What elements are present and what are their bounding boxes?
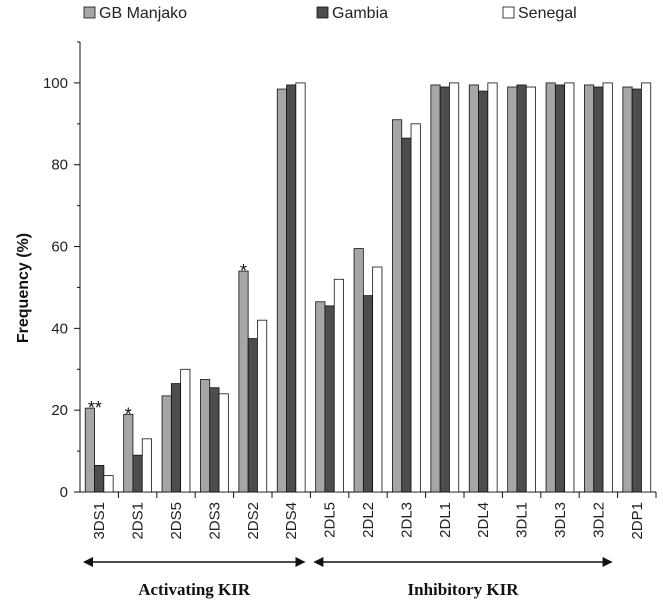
y-tick-label: 0: [60, 484, 68, 501]
bar-gb-manjako-3dl2: [584, 84, 595, 493]
bar-senegal-2ds2: [257, 319, 268, 493]
bar-senegal-3dl2: [602, 82, 613, 493]
bar-senegal-3dl1: [525, 86, 536, 493]
bar-gambia-2dl5: [324, 305, 335, 493]
x-tick-label-2dl1: 2DL1: [437, 502, 454, 538]
bar-gambia-2ds1: [132, 454, 143, 493]
bar-gambia-2dl4: [478, 90, 489, 493]
x-tick-label-2dl5: 2DL5: [322, 502, 339, 538]
bar-gb-manjako-2ds3: [200, 379, 211, 493]
x-tick-label-3ds1: 3DS1: [91, 502, 108, 540]
bars: [84, 82, 652, 493]
legend-label-senegal: Senegal: [518, 5, 577, 22]
bar-gambia-2dp1: [631, 88, 642, 493]
group-arrows: Activating KIR Inhibitory KIR: [83, 557, 613, 599]
bar-gambia-2dl3: [401, 137, 412, 493]
bar-senegal-2ds4: [295, 82, 306, 493]
group-label-activating-kir: Activating KIR: [138, 580, 251, 599]
x-tick-label-2ds5: 2DS5: [168, 502, 185, 540]
y-axis-label: Frequency (%): [15, 233, 32, 343]
y-tick-label: 40: [51, 320, 68, 337]
bar-gambia-2dl2: [362, 295, 374, 493]
legend-label-gb-manjako: GB Manjako: [99, 5, 187, 22]
bar-gambia-3ds1: [94, 465, 105, 493]
bar-gambia-2ds4: [286, 84, 297, 493]
bar-gb-manjako-2ds4: [276, 88, 287, 493]
bar-gambia-2ds3: [209, 387, 220, 493]
x-tick-label-3dl1: 3DL1: [514, 502, 531, 538]
legend-label-gambia: Gambia: [332, 5, 388, 22]
bar-senegal-2ds5: [180, 368, 191, 493]
bar-senegal-2dl5: [333, 278, 344, 493]
bar-senegal-2ds3: [218, 393, 229, 493]
y-tick-label: 100: [43, 75, 68, 92]
x-tick-label-3dl2: 3DL2: [590, 502, 607, 538]
bar-gb-manjako-3dl3: [545, 82, 556, 493]
x-tick-label-2ds4: 2DS4: [283, 502, 300, 540]
bar-senegal-3dl3: [564, 82, 575, 493]
bar-gb-manjako-3ds1: [84, 407, 95, 493]
x-tick-label-2dl3: 2DL3: [398, 502, 415, 538]
x-tick-label-2ds1: 2DS1: [130, 502, 147, 540]
legend-swatch-gambia: [316, 6, 329, 19]
bar-gb-manjako-2dl5: [315, 301, 326, 493]
bar-senegal-2ds1: [141, 438, 152, 493]
bar-gb-manjako-2ds2: [238, 270, 249, 493]
bar-gambia-2ds2: [247, 338, 258, 493]
bar-senegal-3ds1: [103, 475, 114, 493]
significance-mark-2ds1: *: [125, 404, 132, 424]
x-tick-label-2ds2: 2DS2: [245, 502, 262, 540]
x-tick-label-2dp1: 2DP1: [629, 502, 646, 540]
bar-gb-manjako-2dl3: [392, 119, 403, 493]
y-tick-label: 80: [51, 157, 68, 174]
bar-gb-manjako-2dl1: [430, 84, 441, 493]
bar-gambia-2dl1: [439, 86, 450, 493]
x-tick-label-2ds3: 2DS3: [206, 502, 223, 540]
legend-swatch-gb-manjako: [83, 6, 96, 19]
x-tick-label-3dl3: 3DL3: [552, 502, 569, 538]
legend-swatch-senegal: [502, 6, 515, 19]
bar-gambia-3dl2: [593, 86, 604, 493]
x-tick-label-2dl4: 2DL4: [475, 502, 492, 538]
annotations: ** **: [88, 261, 247, 424]
bar-gb-manjako-2ds1: [123, 413, 134, 493]
bar-gb-manjako-2dp1: [622, 86, 633, 493]
bar-gb-manjako-2dl4: [468, 84, 479, 493]
group-label-inhibitory-kir: Inhibitory KIR: [408, 580, 520, 599]
x-tick-label-2dl2: 2DL2: [360, 502, 377, 538]
bar-senegal-2dl4: [487, 82, 498, 493]
bar-gb-manjako-2ds5: [161, 395, 172, 493]
legend: GB Manjako Gambia Senegal: [83, 5, 577, 22]
bar-gb-manjako-2dl2: [353, 248, 364, 493]
y-tick-label: 60: [51, 239, 68, 256]
axes: 0 20 40 60 80 100 3DS1 2DS1 2DS5 2DS3 2DS2 2DS4 2DL5…: [43, 41, 657, 540]
bar-gambia-3dl1: [516, 84, 527, 493]
bar-senegal-2dp1: [641, 82, 652, 493]
significance-mark-3ds1: **: [88, 398, 102, 418]
bar-senegal-2dl2: [372, 266, 383, 493]
significance-mark-2ds2: *: [240, 261, 247, 281]
bar-senegal-2dl1: [449, 82, 460, 493]
bar-gb-manjako-3dl1: [507, 86, 518, 493]
y-tick-label: 20: [51, 402, 68, 419]
bar-gambia-3dl3: [554, 84, 566, 493]
bar-gambia-2ds5: [170, 383, 182, 493]
bar-senegal-2dl3: [410, 123, 421, 493]
